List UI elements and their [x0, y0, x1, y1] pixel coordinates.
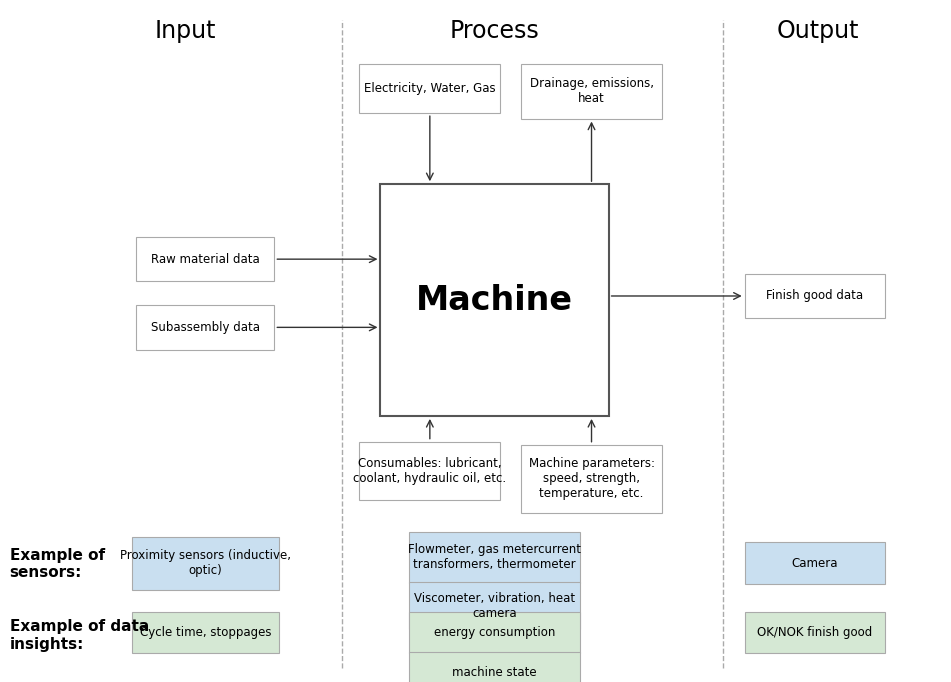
FancyBboxPatch shape [137, 306, 274, 349]
Text: Drainage, emissions,
heat: Drainage, emissions, heat [530, 77, 653, 106]
Text: Machine: Machine [416, 284, 573, 316]
Text: Example of data
insights:: Example of data insights: [10, 619, 148, 652]
Text: machine state: machine state [453, 666, 536, 679]
FancyBboxPatch shape [409, 582, 580, 629]
Text: Flowmeter, gas metercurrent
transformers, thermometer: Flowmeter, gas metercurrent transformers… [408, 543, 581, 572]
FancyBboxPatch shape [745, 273, 885, 318]
FancyBboxPatch shape [359, 442, 500, 499]
FancyBboxPatch shape [521, 64, 662, 119]
Text: Proximity sensors (inductive,
optic): Proximity sensors (inductive, optic) [120, 549, 291, 578]
FancyBboxPatch shape [131, 537, 280, 590]
FancyBboxPatch shape [131, 612, 280, 653]
FancyBboxPatch shape [745, 612, 885, 653]
Text: Input: Input [155, 18, 216, 43]
Text: Finish good data: Finish good data [767, 289, 864, 303]
Text: Process: Process [450, 18, 539, 43]
FancyBboxPatch shape [409, 652, 580, 682]
Text: Example of
sensors:: Example of sensors: [10, 548, 105, 580]
Text: Camera: Camera [792, 557, 838, 570]
Text: Viscometer, vibration, heat
camera: Viscometer, vibration, heat camera [414, 591, 575, 620]
Text: energy consumption: energy consumption [434, 626, 555, 640]
FancyBboxPatch shape [409, 532, 580, 582]
FancyBboxPatch shape [745, 542, 885, 584]
Text: Output: Output [777, 18, 859, 43]
FancyBboxPatch shape [380, 184, 609, 416]
Text: Consumables: lubricant,
coolant, hydraulic oil, etc.: Consumables: lubricant, coolant, hydraul… [353, 456, 507, 485]
Text: OK/NOK finish good: OK/NOK finish good [757, 626, 873, 640]
Text: Raw material data: Raw material data [151, 252, 260, 266]
Text: Machine parameters:
speed, strength,
temperature, etc.: Machine parameters: speed, strength, tem… [529, 457, 654, 501]
FancyBboxPatch shape [137, 237, 274, 281]
FancyBboxPatch shape [521, 445, 662, 513]
Text: Subassembly data: Subassembly data [151, 321, 260, 334]
FancyBboxPatch shape [359, 64, 500, 113]
FancyBboxPatch shape [409, 612, 580, 653]
Text: Electricity, Water, Gas: Electricity, Water, Gas [364, 82, 495, 95]
Text: Cycle time, stoppages: Cycle time, stoppages [140, 626, 271, 640]
